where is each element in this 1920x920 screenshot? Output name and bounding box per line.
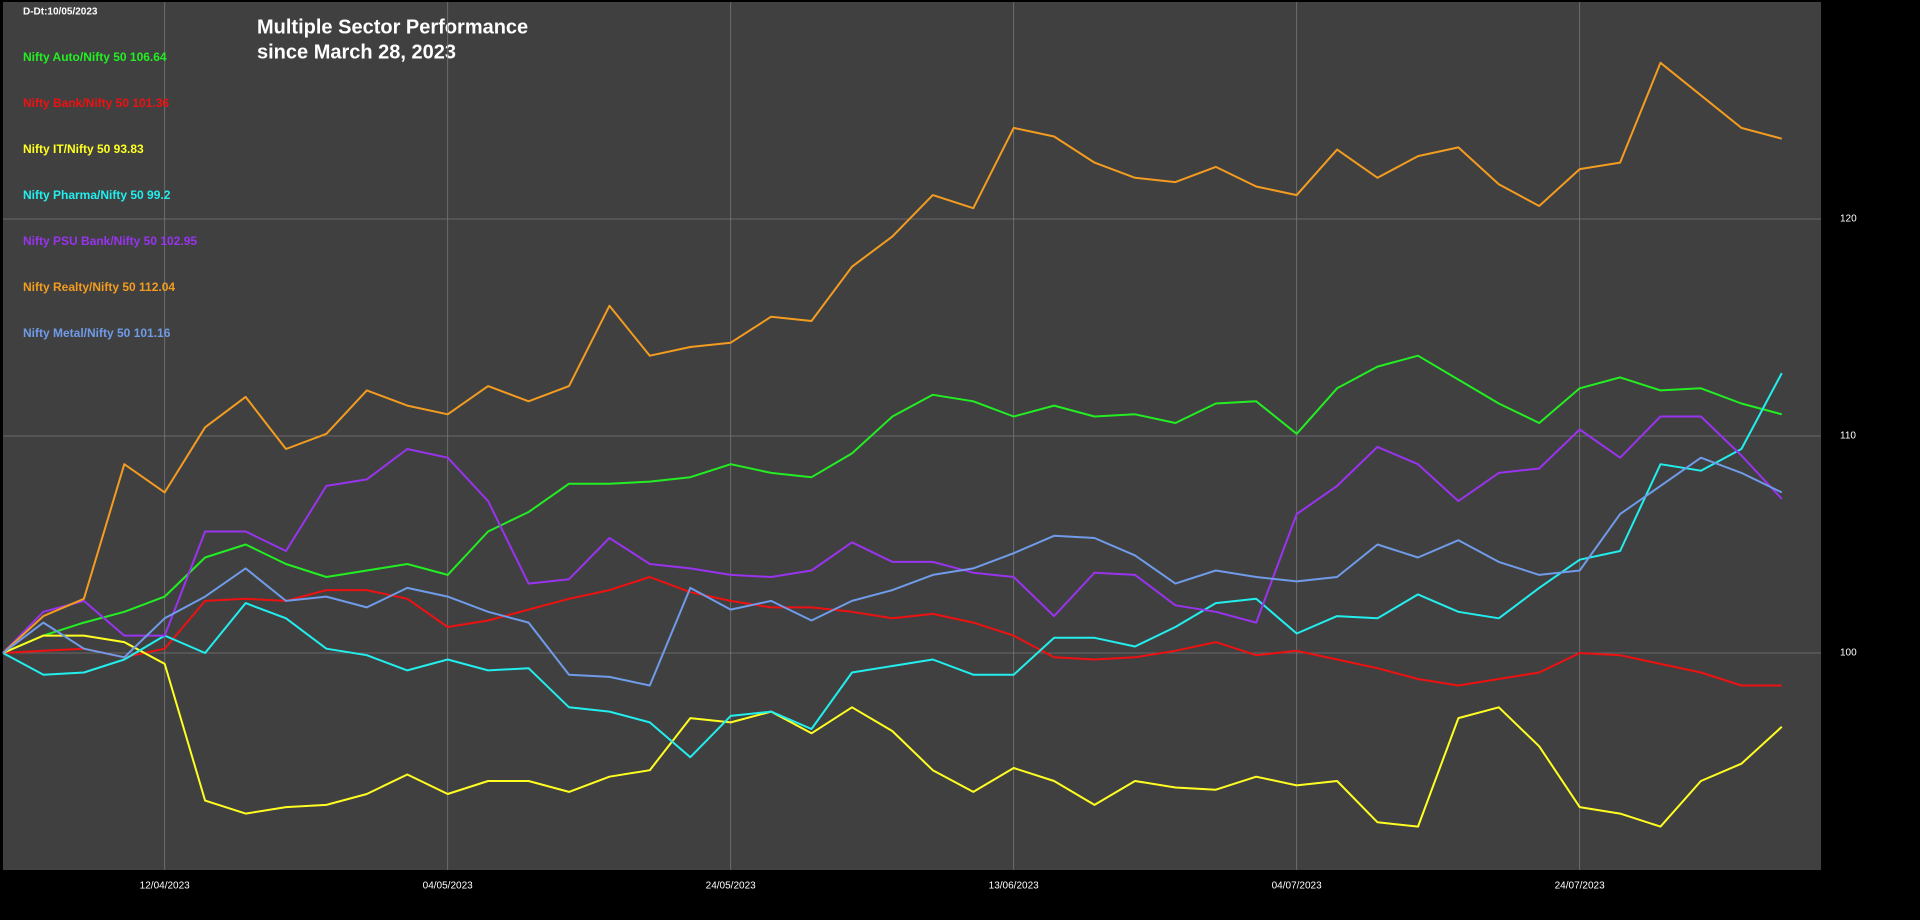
series-line bbox=[2, 634, 1783, 828]
x-tick-label: 24/07/2023 bbox=[1555, 881, 1605, 892]
grid bbox=[3, 2, 1821, 870]
series-line bbox=[2, 354, 1783, 654]
legend-entry: Nifty Realty/Nifty 50 112.04 bbox=[23, 280, 175, 294]
y-tick-label: 110 bbox=[1840, 431, 1856, 442]
y-tick-label: 100 bbox=[1840, 648, 1857, 659]
legend-entry: Nifty PSU Bank/Nifty 50 102.95 bbox=[23, 234, 197, 248]
legend-entry: Nifty IT/Nifty 50 93.83 bbox=[23, 142, 144, 156]
chart-title: Multiple Sector Performance bbox=[257, 16, 528, 38]
series-line bbox=[2, 61, 1783, 654]
x-tick-label: 12/04/2023 bbox=[140, 881, 190, 892]
series-line bbox=[2, 372, 1783, 759]
x-tick-label: 04/07/2023 bbox=[1272, 881, 1322, 892]
legend-entry: Nifty Metal/Nifty 50 101.16 bbox=[23, 326, 171, 340]
chart-subtitle: since March 28, 2023 bbox=[257, 41, 456, 63]
x-tick-label: 13/06/2023 bbox=[989, 881, 1039, 892]
legend-entry: Nifty Auto/Nifty 50 106.64 bbox=[23, 50, 167, 64]
series-line bbox=[2, 415, 1783, 654]
legend-entry: Nifty Bank/Nifty 50 101.36 bbox=[23, 96, 169, 110]
date-annotation: D-Dt:10/05/2023 bbox=[23, 7, 98, 18]
y-tick-label: 120 bbox=[1840, 214, 1857, 225]
legend-entry: Nifty Pharma/Nifty 50 99.2 bbox=[23, 188, 171, 202]
x-tick-label: 04/05/2023 bbox=[423, 881, 473, 892]
x-tick-label: 24/05/2023 bbox=[706, 881, 756, 892]
series-line bbox=[2, 576, 1782, 687]
series-line bbox=[2, 456, 1783, 687]
